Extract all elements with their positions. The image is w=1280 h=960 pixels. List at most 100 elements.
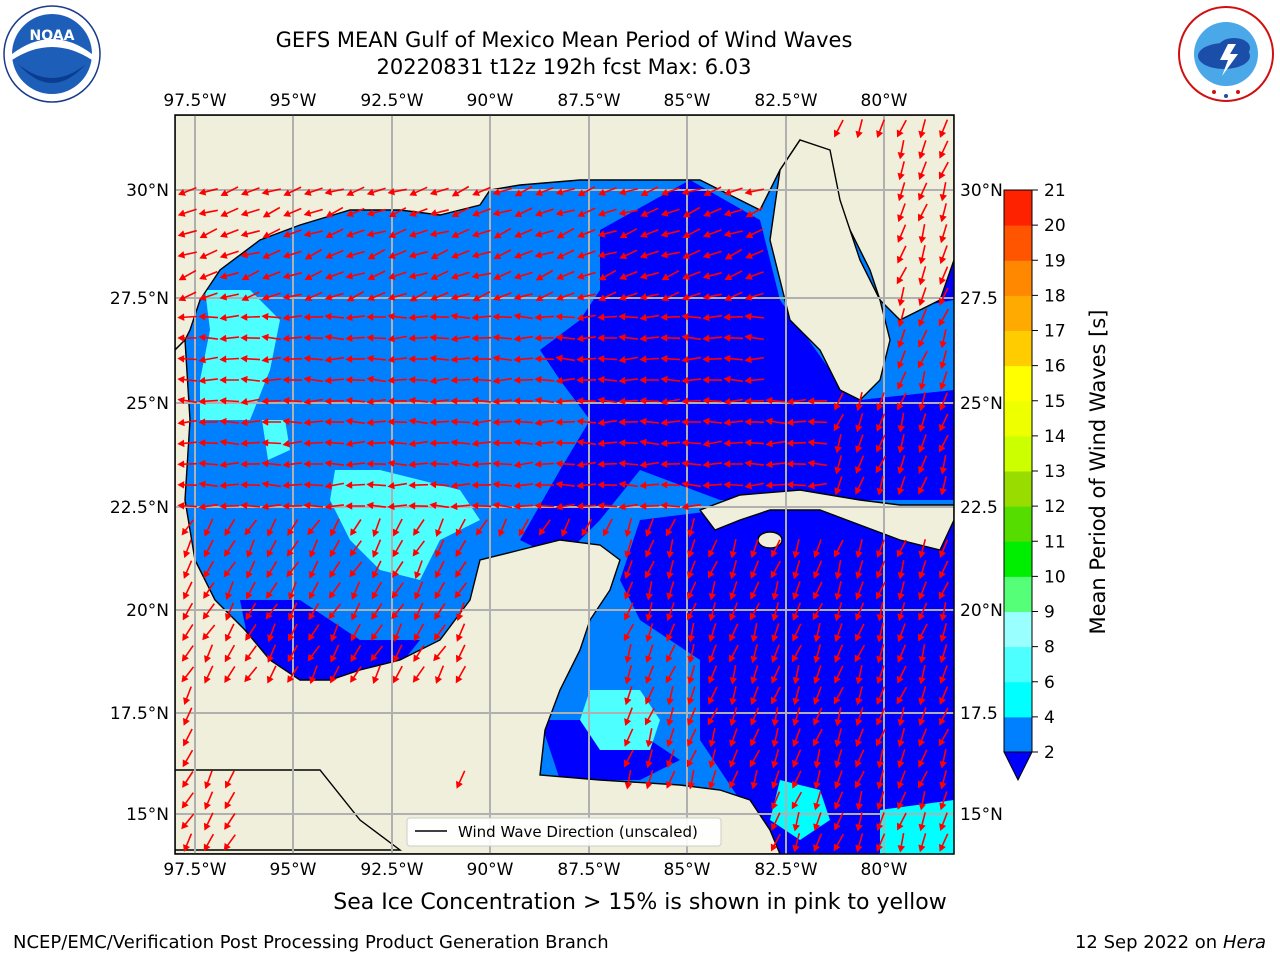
wave-arrow-head: [471, 272, 479, 280]
wave-arrow-head: [876, 802, 884, 811]
wave-arrow-head: [897, 572, 905, 580]
wave-arrow-head: [429, 376, 437, 385]
wave-arrow-head: [471, 376, 479, 384]
wave-arrow-head: [708, 655, 716, 664]
wave-arrow-head: [430, 273, 439, 280]
wave-arrow-head: [681, 293, 690, 301]
wave-arrow-head: [855, 550, 863, 559]
wave-arrow-head: [240, 481, 248, 489]
wave-arrow-head: [813, 781, 821, 790]
wave-arrow-head: [198, 355, 206, 364]
wave-arrow-head: [876, 781, 884, 790]
wave-arrow-head: [183, 550, 191, 559]
wave-arrow-head: [896, 402, 904, 411]
wave-arrow-head: [225, 613, 232, 621]
wave-arrow-head: [939, 570, 946, 579]
wave-arrow-head: [786, 418, 794, 427]
wave-arrow-head: [723, 481, 731, 489]
wave-arrow-head: [412, 548, 420, 557]
wave-arrow-head: [455, 675, 463, 684]
wave-arrow-head: [262, 252, 271, 260]
wave-arrow-head: [346, 189, 355, 196]
wave-arrow-head: [181, 821, 189, 830]
wave-arrow-head: [513, 251, 522, 259]
wave-arrow-head: [413, 633, 421, 642]
wave-arrow-head: [619, 231, 628, 239]
wave-arrow-head: [619, 272, 627, 280]
lon-label-top: 87.5°W: [557, 91, 620, 111]
wave-arrow-head: [939, 614, 947, 622]
wave-arrow-head: [261, 188, 270, 196]
lon-label-bottom: 80°W: [861, 860, 908, 880]
wave-arrow-head: [387, 481, 395, 490]
lon-label-bottom: 85°W: [664, 860, 711, 880]
wave-arrow-head: [813, 823, 821, 832]
wave-arrow-head: [745, 252, 753, 259]
wave-arrow-head: [224, 549, 231, 557]
wave-arrow-head: [897, 718, 905, 727]
wave-arrow-head: [324, 188, 333, 196]
lat-label-left: 25°N: [126, 394, 169, 414]
wave-arrow-head: [807, 418, 815, 426]
wave-arrow-head: [792, 697, 800, 706]
wave-arrow-head: [723, 397, 731, 406]
wave-arrow-head: [807, 397, 815, 405]
wave-arrow-head: [224, 654, 232, 663]
wave-arrow-head: [413, 654, 421, 662]
wave-arrow-head: [204, 781, 212, 790]
wave-arrow-head: [645, 676, 653, 684]
wave-arrow-head: [750, 655, 758, 664]
wave-arrow-head: [896, 549, 904, 558]
wave-arrow-head: [765, 481, 773, 489]
wave-arrow-head: [597, 481, 605, 489]
wave-arrow-head: [618, 502, 626, 511]
wave-arrow-head: [618, 439, 626, 447]
wave-arrow-head: [624, 782, 633, 790]
wave-arrow-head: [807, 481, 815, 490]
wave-arrow-head: [324, 481, 332, 490]
wave-arrow-head: [666, 613, 674, 622]
wave-arrow-head: [876, 403, 884, 412]
wave-arrow-head: [708, 613, 716, 622]
wave-arrow-head: [240, 501, 248, 510]
wave-arrow-head: [749, 738, 757, 747]
wave-arrow-head: [618, 480, 626, 489]
wave-arrow-head: [182, 780, 190, 788]
wave-arrow-head: [702, 272, 711, 280]
wave-arrow-head: [498, 529, 506, 537]
wave-arrow-head: [325, 210, 334, 218]
wave-arrow-head: [219, 481, 227, 490]
wave-arrow-head: [750, 676, 758, 685]
wave-arrow-head: [224, 780, 232, 789]
wave-arrow-head: [723, 209, 732, 217]
wave-arrow-head: [918, 130, 926, 139]
wave-arrow-head: [876, 697, 884, 705]
wave-arrow-head: [514, 210, 523, 218]
wave-arrow-head: [198, 293, 207, 301]
wave-arrow-head: [455, 570, 462, 578]
wave-arrow-head: [413, 612, 421, 621]
lat-label-left: 17.5°N: [110, 704, 169, 724]
wave-arrow-head: [855, 592, 863, 601]
wave-arrow-head: [267, 634, 275, 643]
wave-arrow-head: [918, 383, 926, 391]
noaa-logo: NOAA: [3, 5, 101, 103]
wave-arrow-head: [181, 527, 189, 536]
wave-arrow-head: [345, 251, 354, 259]
lat-label-right: 20°N: [960, 601, 1003, 621]
wave-arrow-head: [875, 570, 883, 579]
wave-arrow-head: [623, 738, 631, 747]
lon-label-top: 92.5°W: [360, 91, 423, 111]
wave-arrow-head: [624, 571, 632, 580]
wave-arrow-head: [471, 251, 480, 259]
wave-arrow-head: [771, 739, 779, 748]
wave-arrow-head: [387, 459, 395, 468]
wave-arrow-head: [681, 333, 689, 342]
lat-label-right: 17.5: [960, 704, 998, 724]
colorbar-label: Mean Period of Wind Waves [s]: [1086, 310, 1110, 635]
wave-arrow-head: [219, 438, 227, 447]
colorbar-tick-label: 11: [1044, 532, 1066, 552]
wave-arrow-head: [349, 569, 357, 578]
wave-arrow-head: [660, 397, 668, 406]
wave-arrow-head: [681, 188, 690, 196]
